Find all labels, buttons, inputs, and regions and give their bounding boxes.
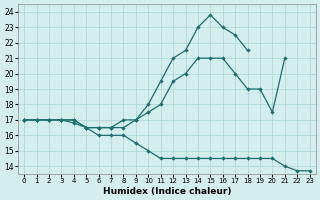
X-axis label: Humidex (Indice chaleur): Humidex (Indice chaleur) — [103, 187, 231, 196]
